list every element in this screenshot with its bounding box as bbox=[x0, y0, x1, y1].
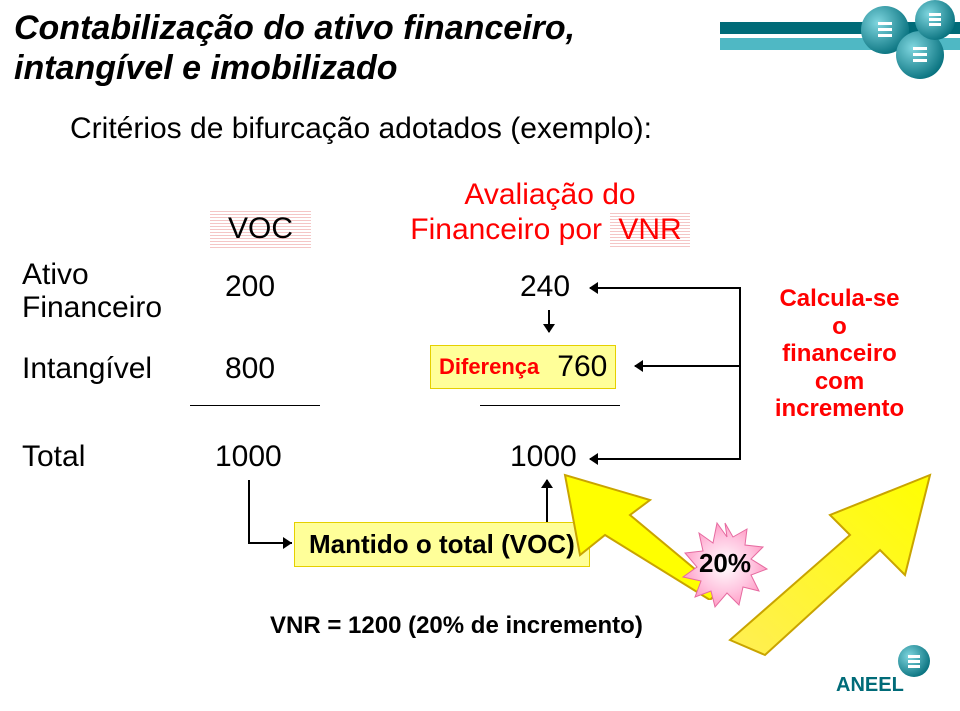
voc-header-cell: VOC bbox=[210, 210, 311, 248]
row-ativo-label: Ativo Financeiro bbox=[22, 258, 162, 324]
eval-header-line1: Avaliação do bbox=[395, 178, 705, 213]
lead-arrow-1000 bbox=[590, 458, 740, 460]
diferenca-value: 760 bbox=[557, 350, 607, 384]
lead-arrow-760 bbox=[635, 365, 740, 367]
vnr-formula: VNR = 1200 (20% de incremento) bbox=[270, 612, 643, 640]
header-aneel-icon bbox=[720, 0, 960, 90]
lead-into-mantido bbox=[248, 542, 292, 544]
diferenca-box: Diferença 760 bbox=[430, 345, 616, 389]
side-note-l5: incremento bbox=[747, 395, 932, 423]
row-intangivel-label: Intangível bbox=[22, 352, 152, 386]
voc-header: VOC bbox=[210, 210, 311, 248]
lead-down-voc bbox=[248, 480, 250, 542]
title-line-2: intangível e imobilizado bbox=[14, 48, 575, 88]
row-total-eval: 1000 bbox=[510, 440, 577, 474]
row-ativo-label-l1: Ativo bbox=[22, 258, 162, 291]
lead-arrow-240 bbox=[590, 287, 740, 289]
eval-header-line2a: Financeiro por bbox=[410, 213, 610, 246]
diferenca-label: Diferença bbox=[439, 354, 539, 380]
slide-title: Contabilização do ativo financeiro, inta… bbox=[14, 8, 575, 88]
row-ativo-label-l2: Financeiro bbox=[22, 291, 162, 324]
svg-text:ANEEL: ANEEL bbox=[836, 674, 904, 696]
row-intangivel-voc: 800 bbox=[225, 352, 275, 386]
title-line-1: Contabilização do ativo financeiro, bbox=[14, 8, 575, 48]
arrow-down-icon bbox=[548, 310, 550, 332]
row-total-voc: 1000 bbox=[215, 440, 282, 474]
side-note-l2: o bbox=[747, 313, 932, 341]
slide-subtitle: Critérios de bifurcação adotados (exempl… bbox=[70, 112, 652, 146]
side-note-l3: financeiro bbox=[747, 340, 932, 368]
aneel-logo-icon: ANEEL bbox=[822, 643, 942, 699]
row-ativo-voc: 200 bbox=[225, 270, 275, 304]
divider-eval bbox=[480, 405, 620, 406]
divider-voc bbox=[190, 405, 320, 406]
vnr-badge: VNR bbox=[610, 212, 689, 247]
mantido-box: Mantido o total (VOC) bbox=[294, 522, 590, 567]
pct-value: 20% bbox=[680, 548, 770, 579]
eval-header-cell: Avaliação do Financeiro por VNR bbox=[395, 178, 705, 247]
eval-header-line2: Financeiro por VNR bbox=[395, 213, 705, 248]
side-note: Calcula-se o financeiro com incremento bbox=[747, 285, 932, 423]
pct-burst: 20% bbox=[680, 520, 770, 610]
side-note-l4: com bbox=[747, 368, 932, 396]
side-note-l1: Calcula-se bbox=[747, 285, 932, 313]
row-total-label: Total bbox=[22, 440, 85, 474]
row-ativo-eval: 240 bbox=[520, 270, 570, 304]
lead-vertical bbox=[739, 287, 741, 460]
